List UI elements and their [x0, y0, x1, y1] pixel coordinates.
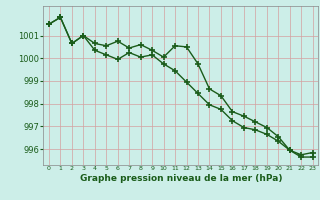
X-axis label: Graphe pression niveau de la mer (hPa): Graphe pression niveau de la mer (hPa): [80, 174, 282, 183]
